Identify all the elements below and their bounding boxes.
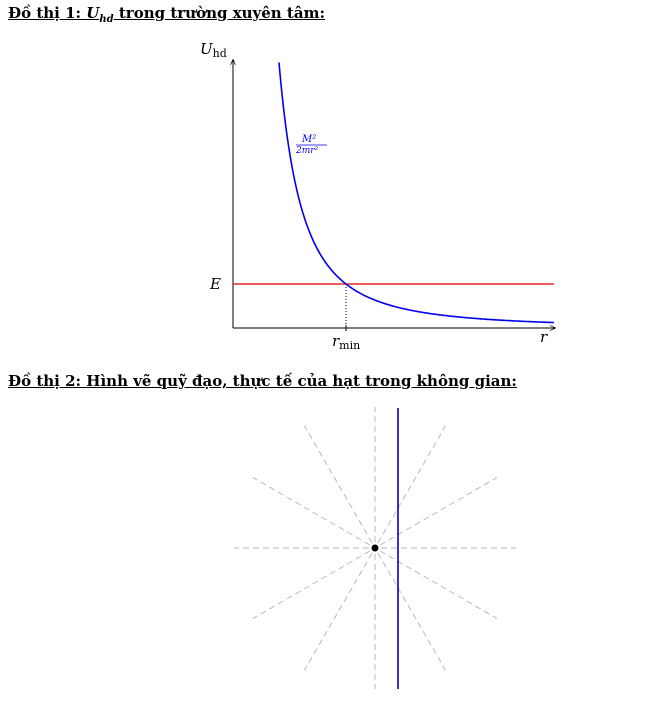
heading-math-sub: hd [99,14,114,25]
y-axis-label: Uhd [200,40,227,60]
figure1-heading-math: Uhd [86,4,114,25]
figure2-heading: Đồ thị 2: Hình vẽ quỹ đạo, thực tế của h… [8,372,517,390]
figure1-heading: Đồ thị 1: Uhd trong trường xuyên tâm: [8,4,325,25]
figure1-heading-prefix: Đồ thị 1: [8,4,87,22]
potential-curve [278,62,554,324]
figure1-heading-suffix: trong trường xuyên tâm: [113,4,325,22]
x-axis-label: r [540,328,548,346]
energy-label: E [209,275,221,293]
heading-math-base: U [86,4,100,22]
curve-label-numerator: M² [301,134,316,145]
rmin-label: rmin [332,332,360,352]
curve-label-denominator: 2mr² [295,146,319,156]
